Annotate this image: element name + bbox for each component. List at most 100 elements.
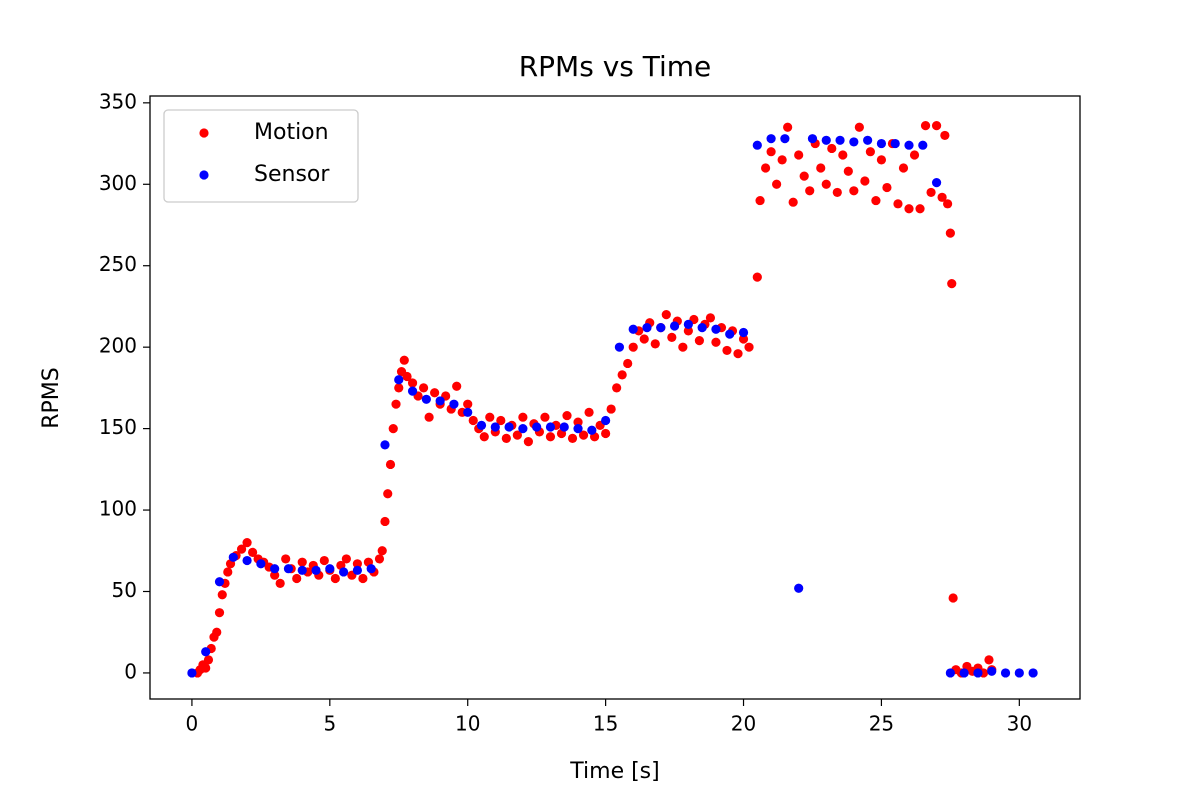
point [352, 565, 363, 575]
point [987, 666, 997, 676]
point [931, 121, 942, 131]
point [201, 647, 211, 657]
point [744, 342, 754, 352]
legend-marker [199, 128, 209, 138]
y-axis-label: RPMS [39, 367, 64, 429]
point [512, 430, 522, 440]
point [904, 204, 914, 214]
point [656, 323, 666, 333]
point [435, 396, 445, 406]
point [601, 428, 611, 439]
point [904, 140, 914, 150]
legend-label: Motion [254, 120, 329, 145]
point [449, 399, 459, 409]
plot-frame [149, 95, 1081, 700]
point [827, 143, 837, 154]
point [805, 186, 815, 196]
point [766, 147, 776, 157]
point [705, 313, 716, 323]
legend-marker [199, 170, 209, 180]
point [711, 324, 721, 334]
point [256, 559, 266, 569]
y-tick-label: 200 [99, 334, 137, 358]
legend: Motion Sensor [163, 109, 359, 203]
point [838, 150, 848, 160]
point [863, 135, 873, 145]
x-tick-label: 30 [1007, 712, 1032, 736]
point [772, 179, 782, 189]
series-1 [187, 134, 1038, 678]
point [678, 342, 688, 352]
point [236, 544, 247, 554]
point [275, 578, 285, 588]
point [468, 415, 478, 426]
point [223, 567, 233, 577]
point [694, 336, 704, 346]
point [959, 668, 969, 678]
point [606, 404, 616, 414]
point [319, 555, 329, 566]
point [518, 412, 528, 422]
point [584, 407, 594, 417]
legend-label: Sensor [254, 162, 330, 187]
chart-title: RPMs vs Time [519, 50, 712, 83]
point [203, 655, 214, 665]
point [496, 415, 506, 426]
point [766, 134, 776, 144]
point [247, 547, 258, 558]
point [783, 122, 793, 132]
point [283, 564, 294, 574]
point [780, 134, 790, 144]
point [217, 590, 227, 600]
point [532, 422, 542, 432]
point [794, 150, 804, 160]
point [545, 422, 556, 432]
point [418, 383, 429, 393]
point [540, 412, 550, 422]
point [402, 371, 412, 382]
point [407, 378, 418, 388]
point [407, 386, 418, 396]
point [242, 555, 252, 566]
point [352, 559, 363, 569]
point [430, 388, 440, 398]
point [945, 228, 955, 238]
point [614, 342, 625, 352]
y-tick-label: 0 [124, 659, 137, 683]
point [501, 433, 511, 443]
point [341, 554, 351, 564]
point [860, 176, 870, 186]
point [733, 349, 743, 359]
point [388, 424, 398, 434]
point [358, 573, 368, 584]
point [270, 570, 280, 580]
point [1014, 668, 1024, 678]
legend-box [163, 109, 359, 203]
point [777, 155, 787, 165]
x-tick-label: 10 [455, 712, 480, 736]
point [760, 163, 771, 173]
point [463, 399, 473, 409]
y-tick-label: 150 [99, 415, 137, 439]
point [385, 459, 396, 470]
point [504, 422, 514, 432]
point [567, 433, 578, 443]
point [339, 567, 349, 577]
point [926, 187, 936, 198]
point [752, 140, 762, 150]
y-tick-label: 100 [99, 497, 137, 521]
x-tick-label: 0 [186, 712, 199, 736]
point [311, 565, 321, 575]
point [642, 323, 652, 333]
point [242, 538, 252, 548]
point [865, 147, 875, 157]
point [984, 655, 994, 665]
point [1000, 668, 1011, 678]
point [821, 135, 831, 145]
point [898, 163, 909, 173]
point [931, 178, 942, 188]
point [523, 437, 533, 447]
point [424, 412, 434, 422]
point [650, 339, 660, 349]
